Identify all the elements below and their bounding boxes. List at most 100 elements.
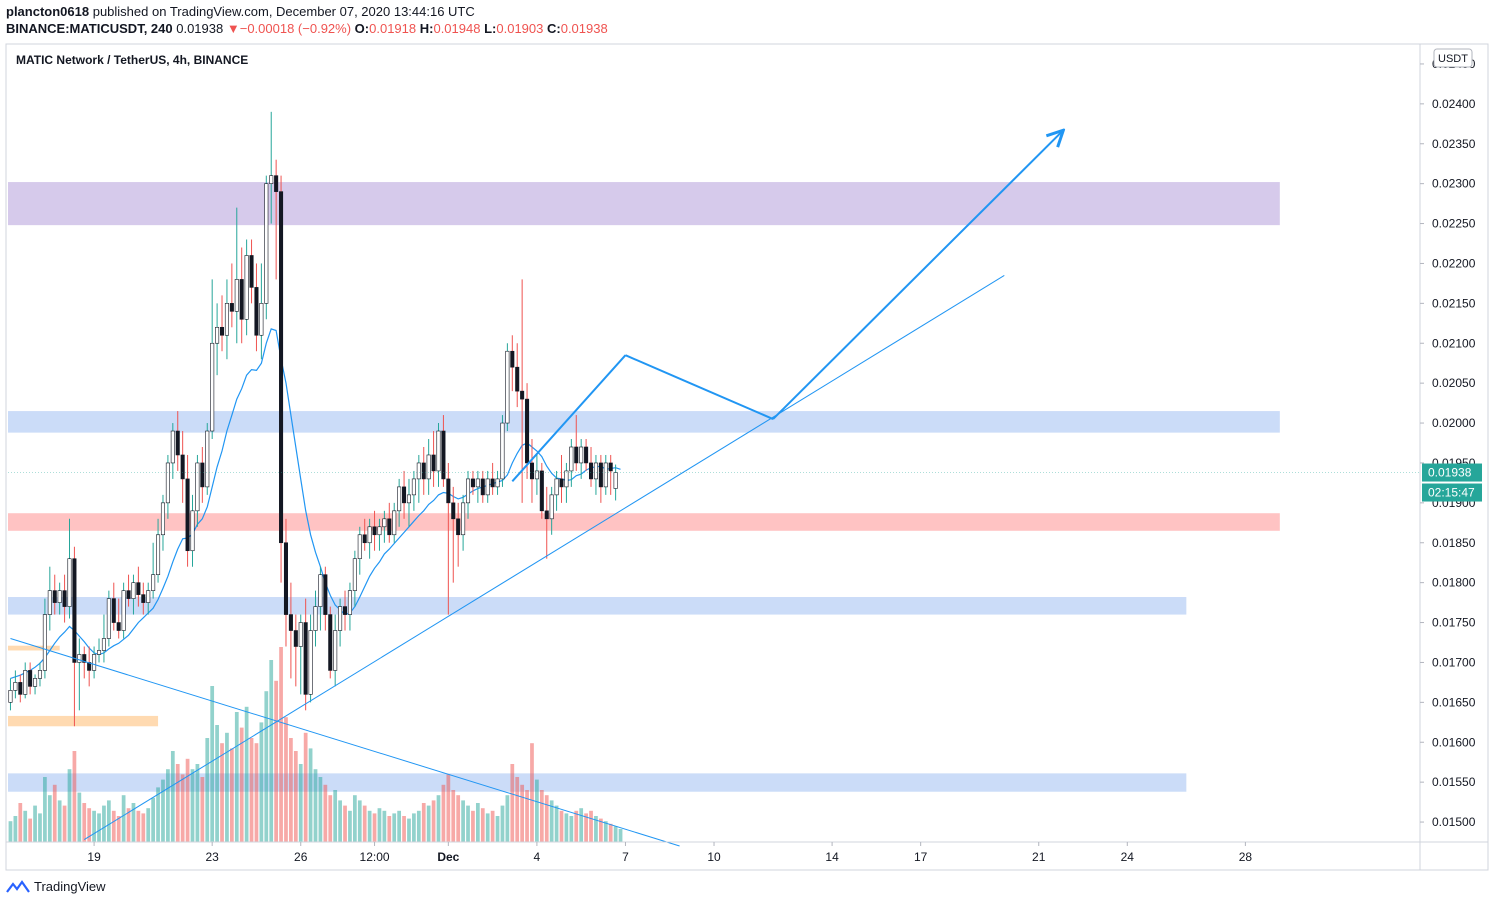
currency-badge — [1433, 48, 1473, 68]
volume-bar — [515, 777, 520, 842]
time-tick-label: 21 — [1032, 850, 1046, 864]
candle-body — [8, 690, 13, 703]
candle-body — [249, 255, 254, 288]
candle-body — [362, 534, 367, 544]
candle-body — [588, 462, 594, 480]
candle-body — [593, 462, 598, 480]
candle-body — [490, 478, 495, 488]
projection-arrow — [772, 130, 1063, 420]
volume-bar — [274, 680, 279, 842]
volume-bar — [82, 803, 87, 842]
volume-bar — [116, 816, 121, 842]
price-change: −0.00018 (−0.92%) — [239, 21, 352, 36]
volume-bar — [559, 810, 564, 842]
volume-bar — [195, 764, 200, 842]
candle-body — [328, 614, 333, 671]
volume-bar — [594, 816, 598, 842]
zones-layer — [8, 182, 1280, 792]
candle-body — [480, 478, 485, 496]
volume-bar — [57, 800, 62, 842]
volume-bar — [603, 821, 608, 842]
candle-body — [298, 622, 303, 647]
close-label: C: — [547, 21, 561, 36]
candle-body — [239, 279, 244, 320]
volume-bar — [102, 805, 106, 842]
price-tick-label: 0.02300 — [1432, 177, 1476, 191]
volume-bar — [407, 818, 411, 842]
volume-bar — [210, 686, 215, 842]
volume-bar — [362, 805, 367, 842]
candle-body — [210, 342, 215, 432]
volume-bar — [520, 784, 525, 842]
candle-body — [200, 462, 205, 488]
price-tick-label: 0.01650 — [1432, 695, 1476, 709]
volume-bar — [190, 769, 195, 842]
price-tick-label: 0.02000 — [1432, 416, 1476, 430]
candle-body — [510, 350, 515, 368]
volume-bar — [431, 800, 436, 842]
candle-body — [475, 478, 480, 488]
candle-body — [382, 518, 387, 528]
volume-bar — [343, 805, 347, 842]
volume-bar — [426, 805, 431, 842]
time-tick-label: 10 — [707, 850, 721, 864]
candle-body — [426, 454, 431, 480]
volume-bar — [234, 712, 239, 842]
volume-bar — [43, 777, 47, 842]
candle-body — [392, 510, 397, 536]
volume-bar — [421, 803, 426, 842]
zone-rect — [8, 182, 1280, 226]
volume-bar — [441, 784, 446, 842]
price-tick-label: 0.01550 — [1432, 775, 1476, 789]
down-arrow-icon: ▼ — [226, 21, 240, 36]
price-tick-label: 0.01500 — [1432, 815, 1476, 829]
candle-body — [190, 510, 195, 552]
zone-rect — [8, 411, 1280, 433]
ohlc-info: BINANCE:MATICUSDT, 240 0.01938 ▼−0.00018… — [6, 21, 608, 36]
volume-bar — [126, 808, 131, 842]
volume-bar — [584, 813, 588, 842]
price-tick-label: 0.02150 — [1432, 296, 1476, 310]
volume-bar — [352, 795, 357, 842]
candle-body — [131, 582, 136, 599]
price-tick-label: 0.02350 — [1432, 137, 1476, 151]
trend-line — [10, 638, 680, 847]
volume-bar — [367, 810, 372, 842]
tradingview-brand[interactable]: TradingView — [6, 879, 106, 894]
volume-bar — [372, 813, 377, 842]
volume-bar — [303, 732, 308, 842]
candle-body — [126, 590, 131, 599]
candle-body — [205, 430, 210, 488]
countdown-label: 02:15:47 — [1428, 486, 1475, 500]
candle-body — [67, 558, 72, 607]
volume-bar — [416, 810, 421, 842]
candle-body — [160, 502, 166, 536]
candle-body — [279, 191, 284, 544]
volume-bar — [92, 810, 96, 842]
candle-body — [318, 574, 323, 607]
volume-bar — [598, 818, 603, 842]
candle-body — [564, 470, 569, 488]
volume-bar — [259, 722, 264, 842]
author-name[interactable]: plancton0618 — [6, 4, 90, 19]
last-price: 0.01938 — [176, 21, 224, 36]
candle-body — [411, 478, 416, 496]
candle-body — [219, 326, 225, 336]
volume-bar — [185, 758, 190, 842]
candle-body — [274, 175, 279, 192]
volume-bar — [466, 805, 470, 842]
candle-body — [121, 590, 126, 631]
candle-body — [431, 454, 436, 472]
volume-bar — [121, 795, 126, 842]
volume-bar — [451, 790, 456, 842]
time-tick-label: 24 — [1121, 850, 1135, 864]
publish-info: plancton0618 published on TradingView.co… — [6, 4, 475, 19]
candle-body — [77, 654, 82, 663]
volume-bar — [392, 813, 397, 842]
countdown-badge — [1422, 483, 1482, 502]
zone-rect — [8, 513, 1280, 531]
candle-body — [372, 526, 377, 536]
price-tick-label: 0.01700 — [1432, 655, 1476, 669]
volume-bar — [357, 800, 362, 842]
